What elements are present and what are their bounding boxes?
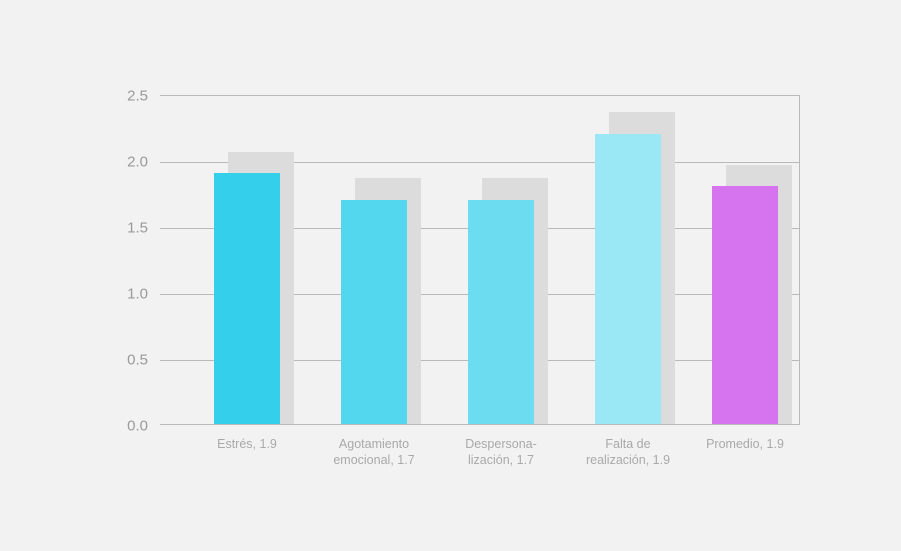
x-tick-label: Promedio, 1.9 [685, 424, 805, 452]
y-tick-label: 1.0 [127, 286, 160, 303]
y-tick-label: 1.5 [127, 220, 160, 237]
x-tick-label-line: lización, 1.7 [441, 452, 561, 468]
y-tick-label: 0.0 [127, 418, 160, 435]
x-tick-label: Agotamientoemocional, 1.7 [314, 424, 434, 468]
x-tick-label-line: Falta de [568, 436, 688, 452]
bar [214, 173, 280, 424]
y-tick-label: 0.5 [127, 352, 160, 369]
bar [468, 200, 534, 424]
x-tick-label-line: Despersona- [441, 436, 561, 452]
bar [712, 186, 778, 424]
y-tick-label: 2.5 [127, 88, 160, 105]
x-tick-label-line: Estrés, 1.9 [187, 436, 307, 452]
y-tick-label: 2.0 [127, 154, 160, 171]
x-tick-label-line: realización, 1.9 [568, 452, 688, 468]
x-tick-label: Estrés, 1.9 [187, 424, 307, 452]
bar [595, 134, 661, 424]
bar [341, 200, 407, 424]
x-tick-label-line: emocional, 1.7 [314, 452, 434, 468]
x-tick-label-line: Agotamiento [314, 436, 434, 452]
x-tick-label: Falta derealización, 1.9 [568, 424, 688, 468]
x-tick-label: Despersona-lización, 1.7 [441, 424, 561, 468]
plot-area: 0.00.51.01.52.02.5Estrés, 1.9Agotamiento… [160, 95, 800, 425]
x-tick-label-line: Promedio, 1.9 [685, 436, 805, 452]
